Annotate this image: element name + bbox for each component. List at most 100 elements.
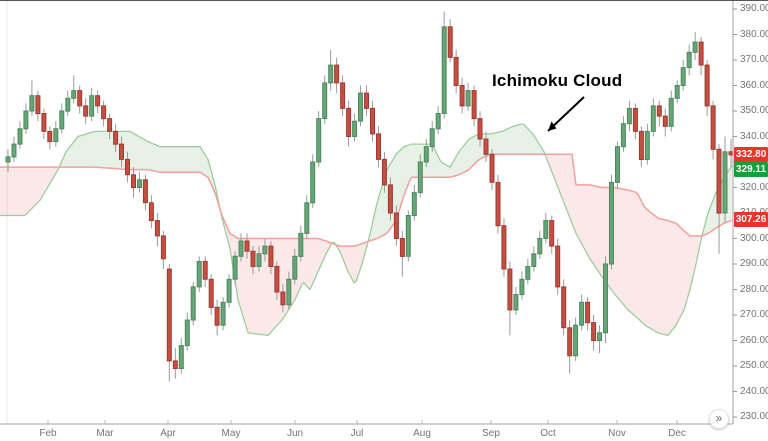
- candle-down: [710, 105, 716, 150]
- candle-up: [423, 146, 429, 163]
- candle-up: [53, 128, 59, 143]
- candle-up: [65, 97, 71, 112]
- candle-down: [370, 107, 375, 135]
- candle-up: [11, 143, 17, 158]
- candle-down: [202, 260, 208, 280]
- x-axis-label: Oct: [540, 428, 556, 439]
- candle-up: [89, 95, 95, 117]
- candle-down: [113, 130, 119, 145]
- candle-up: [603, 263, 608, 334]
- candle-up: [292, 255, 298, 280]
- candle-up: [286, 278, 292, 306]
- candle-up: [441, 26, 447, 114]
- annotation-label: Ichimoku Cloud: [492, 71, 623, 90]
- candle-up: [525, 266, 531, 280]
- candle-down: [214, 306, 220, 326]
- candle-up: [531, 253, 537, 268]
- candle-up: [692, 41, 698, 53]
- candle-up: [316, 118, 322, 163]
- x-axis-label: May: [221, 428, 241, 439]
- y-axis-label: 350.00: [740, 105, 768, 116]
- candle-up: [298, 232, 304, 257]
- candle-down: [41, 113, 47, 132]
- candle-down: [77, 90, 83, 107]
- y-axis-label: 370.00: [740, 54, 768, 65]
- cloud-bullish-area: [370, 124, 546, 241]
- candle-down: [334, 64, 340, 84]
- candle-down: [704, 64, 710, 107]
- y-axis-label: 340.00: [740, 130, 768, 142]
- candle-down: [585, 301, 591, 324]
- candle-up: [29, 95, 35, 112]
- y-axis-label: 300.00: [740, 232, 768, 244]
- x-axis-label: Nov: [608, 428, 626, 439]
- y-axis-label: 380.00: [740, 28, 768, 40]
- last-price-badge: 332.80: [734, 147, 768, 163]
- candle-up: [674, 85, 680, 99]
- candle-up: [232, 255, 238, 280]
- candle-down: [119, 143, 124, 160]
- candle-down: [340, 82, 346, 109]
- candle-up: [256, 253, 262, 268]
- candle-down: [447, 26, 453, 58]
- candle-down: [387, 184, 393, 214]
- candle-up: [644, 130, 650, 160]
- candle-down: [274, 266, 280, 293]
- candle-up: [310, 161, 316, 204]
- cloud-bearish-area: [0, 165, 60, 216]
- candle-up: [417, 161, 423, 194]
- candle-down: [35, 95, 41, 115]
- candle-up: [190, 286, 196, 321]
- candle-down: [142, 179, 148, 204]
- candle-up: [184, 319, 190, 347]
- candle-up: [196, 260, 202, 288]
- y-axis-label: 270.00: [740, 309, 768, 320]
- candle-up: [262, 245, 268, 255]
- candle-down: [381, 158, 387, 186]
- scroll-right-button[interactable]: »: [709, 409, 729, 429]
- candle-down: [364, 92, 369, 109]
- candle-up: [573, 324, 579, 357]
- candle-up: [5, 156, 11, 163]
- candle-up: [650, 105, 656, 132]
- candle-down: [638, 130, 644, 160]
- candle-down: [662, 115, 668, 127]
- candle-down: [477, 118, 483, 140]
- candle-down: [244, 240, 250, 252]
- y-axis-label: 240.00: [740, 385, 768, 397]
- x-axis-label: Sep: [482, 428, 500, 439]
- candle-down: [561, 286, 567, 329]
- candle-up: [137, 179, 142, 189]
- candle-down: [250, 250, 256, 267]
- candle-down: [656, 105, 662, 117]
- x-axis-label: Mar: [96, 428, 114, 439]
- x-axis-label: Jun: [286, 428, 304, 439]
- candle-up: [178, 345, 184, 370]
- candle-down: [549, 220, 555, 247]
- candle-up: [519, 278, 525, 296]
- senkou-b-badge: 307.26: [734, 212, 768, 228]
- candle-up: [220, 301, 226, 326]
- candle-down: [453, 56, 459, 87]
- candle-up: [615, 146, 620, 183]
- candle-up: [358, 92, 363, 122]
- x-axis-label: Feb: [39, 428, 57, 439]
- candle-down: [501, 225, 507, 270]
- candle-down: [268, 245, 274, 268]
- candle-up: [465, 90, 471, 107]
- candle-up: [722, 151, 728, 214]
- candle-up: [597, 332, 602, 341]
- candle-up: [322, 82, 328, 120]
- candle-down: [101, 105, 107, 120]
- candle-down: [591, 322, 597, 342]
- cloud-bearish-area: [546, 154, 704, 336]
- candle-up: [411, 192, 417, 217]
- candle-down: [208, 278, 214, 308]
- candle-up: [537, 238, 543, 255]
- x-axis-label: Aug: [413, 428, 431, 439]
- candle-down: [346, 107, 352, 138]
- candle-down: [280, 291, 286, 306]
- candle-down: [507, 268, 513, 311]
- candle-down: [148, 202, 154, 222]
